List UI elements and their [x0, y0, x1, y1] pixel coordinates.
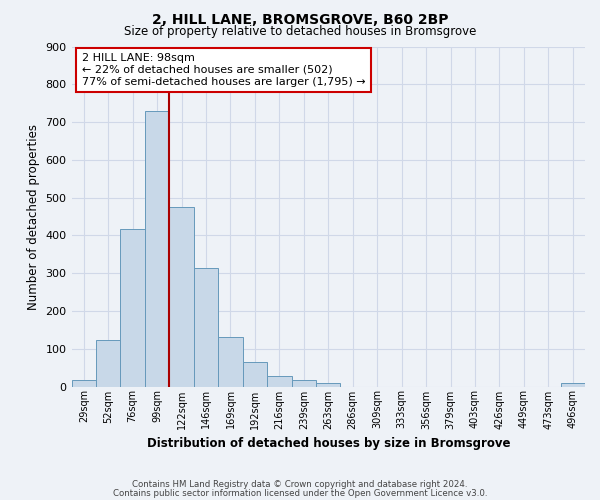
Bar	[242, 362, 267, 386]
Bar	[194, 268, 218, 386]
Bar	[292, 380, 316, 386]
Bar	[96, 340, 121, 386]
Bar	[218, 338, 242, 386]
Bar	[560, 384, 585, 386]
Bar	[145, 110, 169, 386]
Text: Contains public sector information licensed under the Open Government Licence v3: Contains public sector information licen…	[113, 489, 487, 498]
Bar	[316, 384, 340, 386]
Bar	[169, 207, 194, 386]
Bar	[71, 380, 96, 386]
Bar	[267, 376, 292, 386]
Bar	[121, 230, 145, 386]
Text: 2 HILL LANE: 98sqm
← 22% of detached houses are smaller (502)
77% of semi-detach: 2 HILL LANE: 98sqm ← 22% of detached hou…	[82, 54, 365, 86]
X-axis label: Distribution of detached houses by size in Bromsgrove: Distribution of detached houses by size …	[146, 437, 510, 450]
Text: Contains HM Land Registry data © Crown copyright and database right 2024.: Contains HM Land Registry data © Crown c…	[132, 480, 468, 489]
Text: 2, HILL LANE, BROMSGROVE, B60 2BP: 2, HILL LANE, BROMSGROVE, B60 2BP	[152, 12, 448, 26]
Text: Size of property relative to detached houses in Bromsgrove: Size of property relative to detached ho…	[124, 25, 476, 38]
Y-axis label: Number of detached properties: Number of detached properties	[27, 124, 40, 310]
